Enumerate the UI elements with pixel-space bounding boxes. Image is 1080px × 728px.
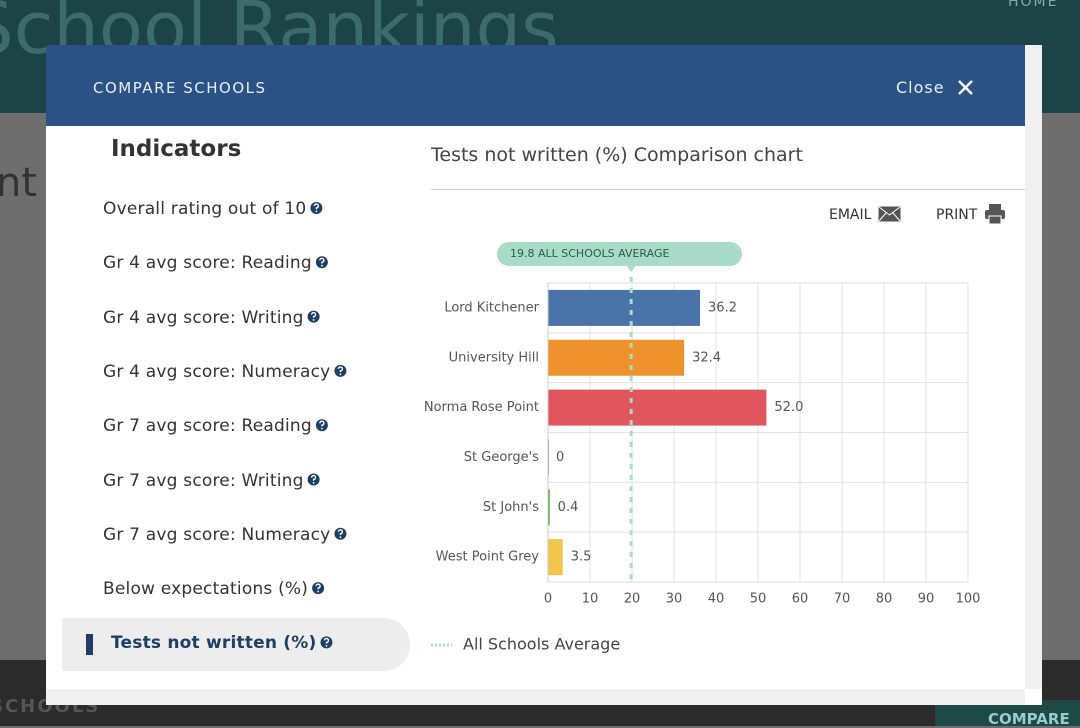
y-tick-label: West Point Grey — [436, 550, 540, 565]
modal-title: COMPARE SCHOOLS — [93, 79, 267, 97]
hscroll[interactable] — [46, 689, 1025, 705]
help-mark — [310, 474, 317, 481]
vscroll[interactable] — [1025, 45, 1042, 689]
bg-side: nt — [0, 160, 38, 206]
help-mark — [315, 583, 321, 590]
x-tick-label: 100 — [956, 592, 981, 607]
bar — [548, 539, 563, 576]
x-tick-label: 50 — [750, 592, 767, 607]
help-icon — [334, 364, 347, 377]
help-dot — [317, 590, 320, 593]
modal-header — [46, 45, 1025, 126]
close-icon[interactable] — [957, 79, 974, 96]
indicator[interactable]: Gr 4 avg score: Numeracy — [103, 361, 331, 382]
help-icon — [312, 582, 325, 595]
active-marker — [86, 634, 93, 656]
data-label: 32.4 — [692, 350, 721, 365]
help-dot — [320, 427, 323, 430]
average-pointer — [626, 265, 637, 272]
help-icon — [320, 636, 333, 649]
help-icon — [307, 473, 320, 486]
y-tick-label: University Hill — [449, 350, 539, 365]
bg-nav[interactable]: HOME — [1008, 0, 1059, 10]
chart-title: Tests not written (%) Comparison chart — [431, 144, 803, 166]
bar — [548, 489, 550, 526]
help-icon — [315, 419, 328, 432]
email-button[interactable]: EMAIL — [829, 207, 872, 223]
help-icon — [334, 527, 347, 540]
indicators-title: Indicators — [111, 136, 242, 162]
indicator[interactable]: Gr 7 avg score: Reading — [103, 416, 312, 437]
indicator[interactable]: Gr 7 avg score: Writing — [103, 470, 304, 491]
help-mark — [319, 420, 325, 427]
indicator[interactable]: Gr 4 avg score: Writing — [103, 307, 304, 328]
indicator[interactable]: Tests not written (%) — [111, 633, 317, 654]
indicator[interactable]: Gr 4 avg score: Reading — [103, 253, 312, 274]
x-tick-label: 90 — [918, 592, 935, 607]
help-dot — [339, 373, 342, 376]
help-mark — [337, 366, 344, 373]
x-tick-label: 70 — [834, 592, 851, 607]
help-mark — [319, 257, 325, 264]
x-tick-label: 10 — [582, 592, 599, 607]
bar — [548, 339, 685, 376]
average-label: 19.8 ALL SCHOOLS AVERAGE — [510, 247, 669, 260]
y-tick-label: Lord Kitchener — [444, 300, 539, 315]
email-icon[interactable] — [878, 206, 901, 222]
bar — [548, 289, 701, 326]
help-icon — [310, 202, 323, 214]
x-tick-label: 30 — [666, 592, 683, 607]
help-mark — [310, 311, 317, 318]
data-label: 52.0 — [774, 400, 803, 415]
help-icon — [307, 310, 320, 323]
help-dot — [320, 264, 323, 267]
indicator[interactable]: Overall rating out of 10 — [103, 199, 307, 219]
help-mark — [323, 637, 330, 644]
y-tick-label: St John's — [483, 500, 539, 515]
data-label: 36.2 — [708, 300, 737, 315]
print-button[interactable]: PRINT — [936, 207, 978, 223]
help-dot — [315, 210, 318, 213]
help-mark — [313, 203, 320, 210]
x-tick-label: 80 — [876, 592, 893, 607]
indicator[interactable]: Gr 7 avg score: Numeracy — [103, 524, 331, 545]
y-tick-label: Norma Rose Point — [424, 400, 539, 415]
x-tick-label: 0 — [544, 592, 552, 607]
indicator[interactable]: Below expectations (%) — [103, 579, 309, 600]
legend-label: All Schools Average — [463, 635, 620, 654]
average-badge — [497, 242, 742, 266]
print-icon[interactable] — [985, 204, 1005, 224]
data-label: 3.5 — [571, 550, 592, 565]
divider — [431, 189, 1025, 190]
close-button[interactable]: Close — [896, 78, 945, 97]
help-icon — [315, 256, 328, 269]
bg-footer-right-text[interactable]: COMPARE — [988, 710, 1070, 728]
x-tick-label: 40 — [708, 592, 725, 607]
help-mark — [337, 529, 344, 535]
active-bg — [62, 618, 410, 672]
help-dot — [312, 482, 315, 484]
x-tick-label: 20 — [624, 592, 641, 607]
data-label: 0.4 — [558, 500, 579, 515]
y-tick-label: St George's — [464, 450, 539, 465]
x-tick-label: 60 — [792, 592, 809, 607]
data-label: 0 — [556, 450, 564, 465]
help-dot — [325, 644, 328, 647]
help-dot — [312, 319, 315, 321]
help-dot — [339, 536, 342, 539]
bar — [548, 389, 767, 426]
